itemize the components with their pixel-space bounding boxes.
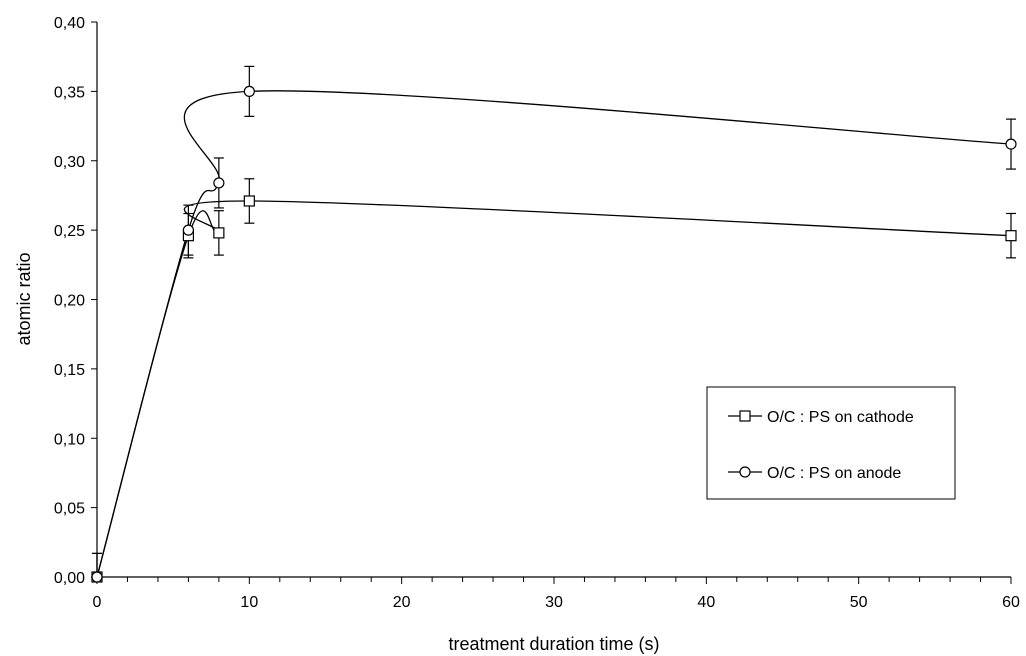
y-tick-label: 0,00 (54, 570, 85, 587)
error-bars (92, 65, 1016, 577)
y-tick-label: 0,05 (54, 501, 85, 518)
y-tick-label: 0,20 (54, 293, 85, 310)
x-tick-label: 10 (240, 594, 258, 611)
x-tick-label: 60 (1002, 594, 1020, 611)
y-tick-label: 0,10 (54, 431, 85, 448)
y-tick-label: 0,15 (54, 362, 85, 379)
y-tick-label: 0,40 (54, 15, 85, 32)
legend-label-anode: O/C : PS on anode (767, 465, 901, 482)
legend-box (706, 386, 956, 500)
marker-circle-anode (91, 571, 103, 583)
axes: 0,00 0,05 0,10 0,15 0,20 0,25 0,30 0,35 0,40 0 10 2… (54, 15, 1020, 611)
x-tick-label: 40 (697, 594, 715, 611)
x-tick-label: 30 (545, 594, 563, 611)
series-line-anode (96, 90, 1012, 578)
legend-marker-cathode (739, 410, 751, 422)
y-tick-label: 0,30 (54, 154, 85, 171)
legend-marker-anode (739, 466, 751, 478)
series-lines (96, 90, 1012, 578)
y-tick-label: 0,25 (54, 223, 85, 240)
y-axis-label: atomic ratio (14, 252, 34, 345)
legend-label-cathode: O/C : PS on cathode (767, 409, 914, 426)
marker-square-cathode (243, 195, 255, 207)
marker-circle-anode (182, 224, 194, 236)
x-tick-label: 0 (93, 594, 102, 611)
legend: O/C : PS on cathode O/C : PS on anode (706, 386, 956, 500)
marker-circle-anode (1005, 138, 1017, 150)
x-tick-label: 50 (850, 594, 868, 611)
marker-circle-anode (243, 85, 255, 97)
markers (91, 85, 1017, 583)
y-tick-label: 0,35 (54, 84, 85, 101)
marker-circle-anode (213, 177, 225, 189)
marker-square-cathode (1005, 230, 1017, 242)
x-axis-label: treatment duration time (s) (448, 634, 659, 654)
x-tick-label: 20 (393, 594, 411, 611)
marker-square-cathode (213, 227, 225, 239)
